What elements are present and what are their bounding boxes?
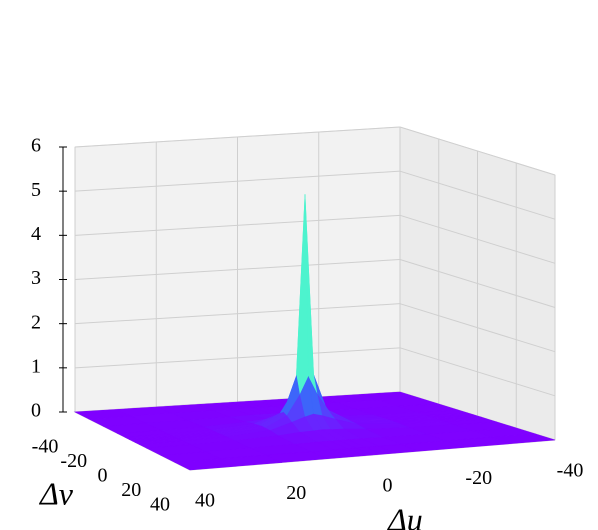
grid-line	[74, 259, 401, 280]
z-tick-label: 1	[31, 355, 41, 377]
y-tick-label: 40	[150, 494, 170, 516]
y-tick-label: -20	[60, 450, 87, 472]
y-axis-label: Δv	[38, 475, 74, 511]
z-tick-label: 2	[31, 311, 41, 333]
y-tick-label: 0	[98, 465, 108, 487]
z-tick-label: 5	[31, 179, 41, 201]
grid-line	[74, 347, 401, 369]
grid-line	[74, 126, 401, 148]
grid-line	[399, 303, 556, 353]
grid-line	[399, 126, 556, 176]
x-tick-label: -20	[465, 467, 492, 489]
grid-line	[399, 214, 556, 264]
surface	[73, 194, 556, 471]
grid-line	[399, 259, 556, 308]
y-tick-label: -40	[32, 436, 59, 458]
surface-patch	[174, 458, 237, 471]
z-tick-label: 3	[31, 267, 41, 289]
grid-line	[399, 347, 556, 397]
grid-line	[74, 170, 401, 192]
grid-line	[74, 214, 401, 236]
z-tick-label: 4	[31, 223, 41, 245]
z-tick-label: 6	[31, 135, 41, 157]
z-tick-label: 0	[31, 400, 41, 422]
x-tick-label: -40	[557, 460, 584, 482]
x-tick-label: 0	[383, 475, 393, 497]
x-tick-label: 40	[195, 490, 215, 512]
x-axis-label: Δu	[386, 501, 423, 530]
x-tick-label: 20	[286, 482, 306, 504]
grid-line	[399, 170, 556, 220]
grid-line	[74, 303, 401, 325]
y-tick-label: 20	[121, 479, 141, 501]
